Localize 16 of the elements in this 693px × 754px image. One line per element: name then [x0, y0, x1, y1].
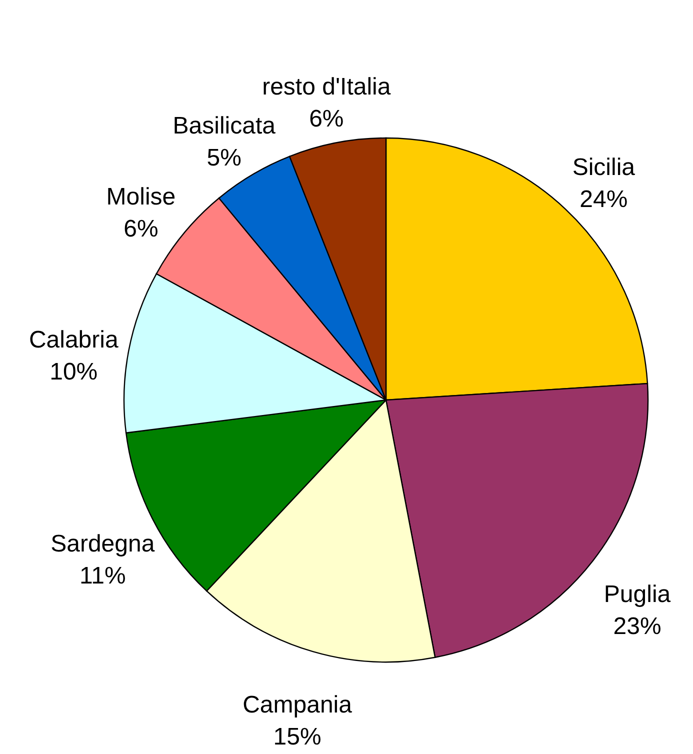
- data-label: 6%: [124, 215, 158, 242]
- data-label: 15%: [273, 723, 322, 750]
- data-label: 5%: [206, 144, 242, 172]
- slice-label: Calabria: [28, 326, 119, 354]
- data-label: 6%: [309, 106, 344, 133]
- slice-label: Basilicata: [172, 112, 276, 140]
- slice-label: Sicilia: [572, 154, 636, 182]
- data-label: 24%: [580, 186, 628, 214]
- slice-label: resto d'Italia: [262, 74, 392, 101]
- data-label: 11%: [80, 562, 126, 590]
- slice-label: Puglia: [604, 580, 672, 608]
- slice-label: Molise: [106, 183, 176, 210]
- slice-label: Sardegna: [50, 530, 156, 558]
- data-label: 23%: [613, 612, 662, 640]
- data-label: 10%: [50, 358, 98, 386]
- slice-label: Campania: [242, 691, 353, 718]
